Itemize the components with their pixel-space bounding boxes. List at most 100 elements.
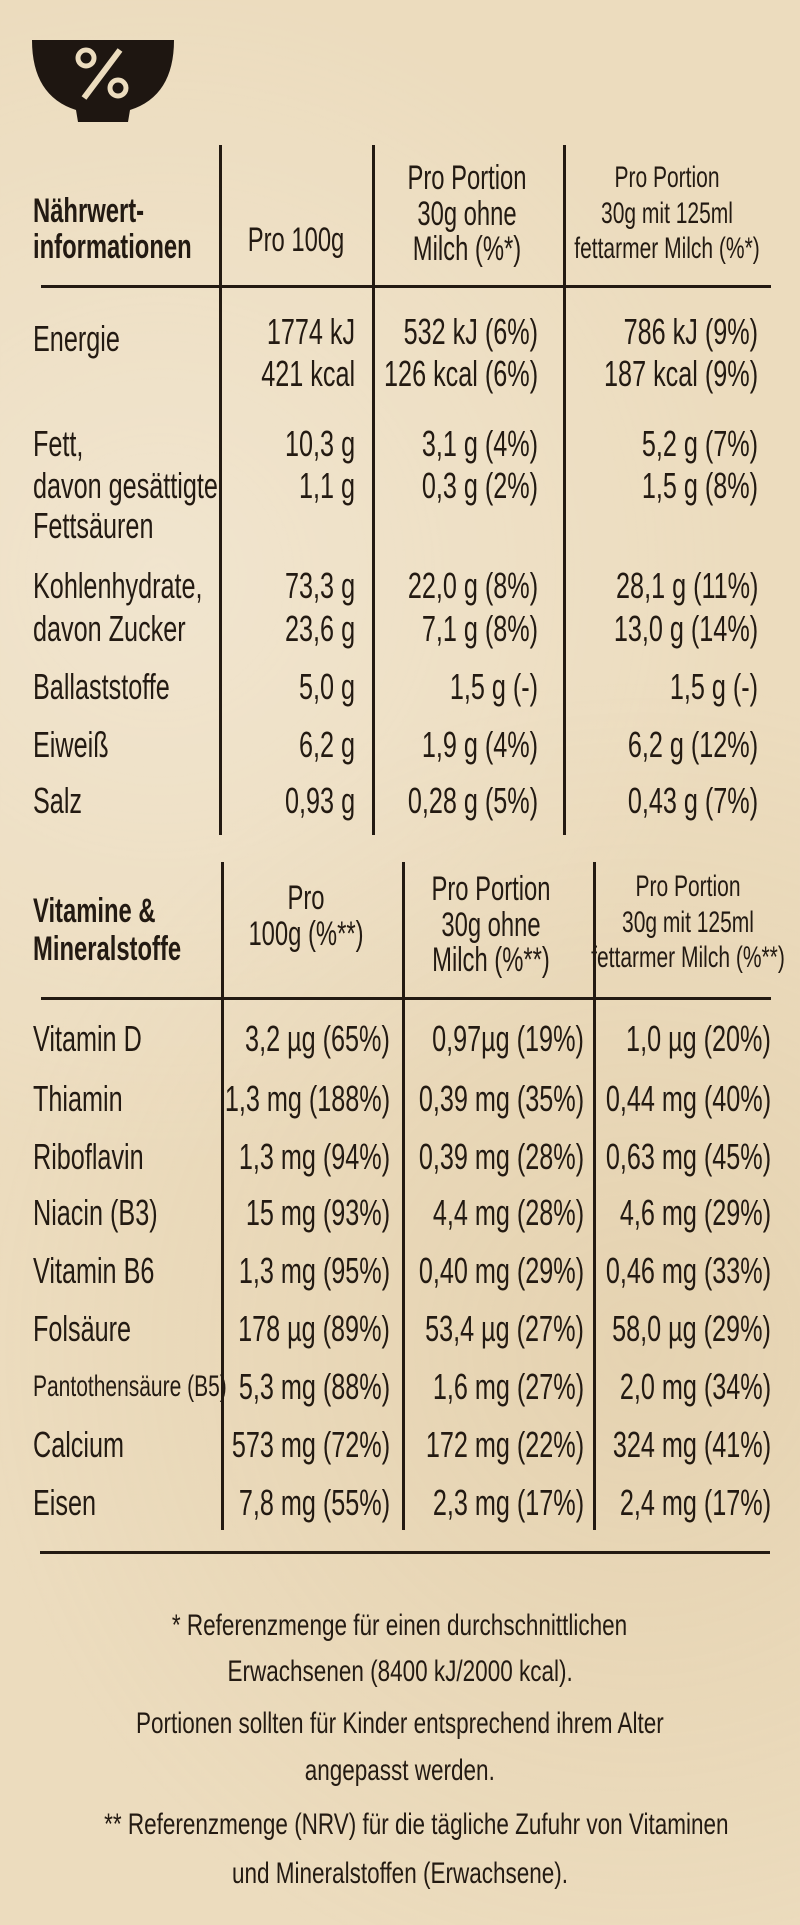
footer-divider — [40, 1551, 770, 1554]
nutrient-value: 7,1 g (8%) — [421, 608, 538, 649]
footnote: und Mineralstoffen (Erwachsene). — [0, 1852, 800, 1896]
vitamin-value: 0,63 mg (45%) — [605, 1136, 771, 1177]
header-portion: Milch (%**) — [432, 941, 550, 979]
header-portion-milk: 30g mit 125ml — [622, 906, 754, 939]
footnote-text: Portionen sollten für Kinder entsprechen… — [136, 1707, 664, 1740]
nutrient-value: 1,1 g — [298, 465, 355, 506]
vitamin-value: 1,6 mg (27%) — [432, 1366, 584, 1407]
header-divider — [41, 997, 771, 1000]
nutrient-label: Eiweiß — [33, 724, 109, 765]
footnote: angepasst werden. — [0, 1749, 800, 1793]
header-portion: 30g ohne — [417, 195, 517, 233]
nutrient-value: 6,2 g (12%) — [627, 724, 758, 765]
column-divider — [402, 862, 405, 1530]
nutrient-value: 1,5 g (8%) — [641, 465, 758, 506]
vitamin-value: 0,46 mg (33%) — [605, 1250, 771, 1291]
nutrient-value: 532 kJ (6%) — [403, 311, 538, 352]
nutrient-value: 1,5 g (-) — [669, 666, 758, 707]
footnote: ** Referenzmenge (NRV) für die tägliche … — [0, 1803, 800, 1847]
header-portion-milk: Pro Portion — [614, 161, 720, 194]
column-divider — [563, 145, 566, 835]
footnote-text: * Referenzmenge für einen durchschnittli… — [172, 1609, 628, 1642]
header-label: informationen — [33, 228, 192, 266]
vitamin-value: 3,2 µg (65%) — [245, 1018, 390, 1059]
vitamin-value: 4,4 mg (28%) — [432, 1192, 584, 1233]
header-pro-100g: Pro 100g — [247, 221, 345, 259]
header-portion-milk: fettarmer Milch (%**) — [591, 941, 785, 974]
vitamin-label: Pantothensäure (B5) — [33, 1370, 227, 1403]
header-portion-milk: 30g mit 125ml — [601, 197, 733, 230]
vitamin-value: 2,0 mg (34%) — [619, 1366, 771, 1407]
vitamin-label: Niacin (B3) — [33, 1192, 158, 1233]
header-divider — [41, 285, 771, 288]
column-divider — [219, 145, 222, 835]
nutrient-label: Fettsäuren — [33, 505, 154, 546]
nutrient-value: 421 kcal — [261, 353, 355, 394]
vitamin-value: 1,0 µg (20%) — [626, 1018, 771, 1059]
header-portion-milk: Pro Portion — [635, 870, 741, 903]
vitamin-value: 58,0 µg (29%) — [612, 1308, 771, 1349]
footnote: Portionen sollten für Kinder entsprechen… — [0, 1702, 800, 1746]
nutrient-value: 23,6 g — [284, 608, 355, 649]
column-divider — [221, 862, 224, 1530]
column-divider — [372, 145, 375, 835]
vitamin-value: 1,3 mg (188%) — [224, 1078, 390, 1119]
nutrient-value: 5,0 g — [298, 666, 355, 707]
nutrient-value: 28,1 g (11%) — [615, 565, 758, 606]
percent-bowl-icon — [30, 38, 176, 129]
header-portion: Pro Portion — [431, 870, 551, 908]
header-portion: Pro Portion — [407, 159, 527, 197]
vitamin-label: Thiamin — [33, 1078, 123, 1119]
vitamin-label: Vitamin D — [33, 1018, 142, 1059]
header-label: Mineralstoffe — [33, 930, 182, 968]
nutrient-label: Fett, — [33, 423, 84, 464]
nutrient-value: 1,9 g (4%) — [421, 724, 538, 765]
vitamin-label: Vitamin B6 — [33, 1250, 155, 1291]
nutrient-label: davon gesättigte — [33, 465, 218, 506]
vitamin-label: Folsäure — [33, 1308, 132, 1349]
vitamin-value: 0,44 mg (40%) — [605, 1078, 771, 1119]
footnote: Erwachsenen (8400 kJ/2000 kcal). — [0, 1650, 800, 1694]
vitamin-value: 4,6 mg (29%) — [619, 1192, 771, 1233]
vitamin-value: 1,3 mg (94%) — [238, 1136, 390, 1177]
vitamin-value: 0,39 mg (28%) — [418, 1136, 584, 1177]
header-portion-milk: fettarmer Milch (%*) — [574, 232, 760, 265]
nutrient-label: Kohlenhydrate, — [33, 565, 203, 606]
header-pro-100g: Pro — [287, 879, 325, 917]
column-divider — [593, 862, 596, 1530]
nutrient-value: 73,3 g — [284, 565, 355, 606]
nutrient-value: 0,3 g (2%) — [421, 465, 538, 506]
footnote: * Referenzmenge für einen durchschnittli… — [0, 1604, 800, 1648]
nutrient-value: 187 kcal (9%) — [603, 353, 758, 394]
nutrient-value: 1774 kJ — [266, 311, 355, 352]
vitamin-value: 53,4 µg (27%) — [425, 1308, 584, 1349]
nutrient-label: Ballaststoffe — [33, 666, 170, 707]
vitamin-value: 0,97µg (19%) — [432, 1018, 584, 1059]
nutrient-label: Energie — [33, 318, 120, 359]
header-label: Vitamine & — [33, 892, 156, 930]
nutrient-value: 3,1 g (4%) — [421, 423, 538, 464]
vitamin-value: 7,8 mg (55%) — [238, 1482, 390, 1523]
nutrient-label: davon Zucker — [33, 608, 186, 649]
nutrient-value: 786 kJ (9%) — [623, 311, 758, 352]
nutrient-value: 10,3 g — [284, 423, 355, 464]
nutrient-value: 0,93 g — [284, 780, 355, 821]
footnote-text: Erwachsenen (8400 kJ/2000 kcal). — [227, 1655, 573, 1688]
nutrient-value: 5,2 g (7%) — [641, 423, 758, 464]
footnote-text: angepasst werden. — [304, 1754, 496, 1787]
vitamin-value: 573 mg (72%) — [231, 1424, 390, 1465]
nutrient-label: Salz — [33, 780, 83, 821]
vitamin-value: 172 mg (22%) — [425, 1424, 584, 1465]
vitamin-value: 178 µg (89%) — [238, 1308, 390, 1349]
nutrient-value: 22,0 g (8%) — [407, 565, 538, 606]
vitamin-value: 15 mg (93%) — [245, 1192, 390, 1233]
footnote-text: ** Referenzmenge (NRV) für die tägliche … — [104, 1808, 729, 1841]
vitamin-value: 2,3 mg (17%) — [432, 1482, 584, 1523]
vitamin-value: 5,3 mg (88%) — [238, 1366, 390, 1407]
vitamin-value: 0,40 mg (29%) — [418, 1250, 584, 1291]
header-portion: 30g ohne — [441, 906, 541, 944]
vitamin-value: 2,4 mg (17%) — [619, 1482, 771, 1523]
vitamin-label: Eisen — [33, 1482, 97, 1523]
header-pro-100g: 100g (%**) — [248, 915, 364, 953]
header-label: Nährwert- — [33, 192, 145, 230]
